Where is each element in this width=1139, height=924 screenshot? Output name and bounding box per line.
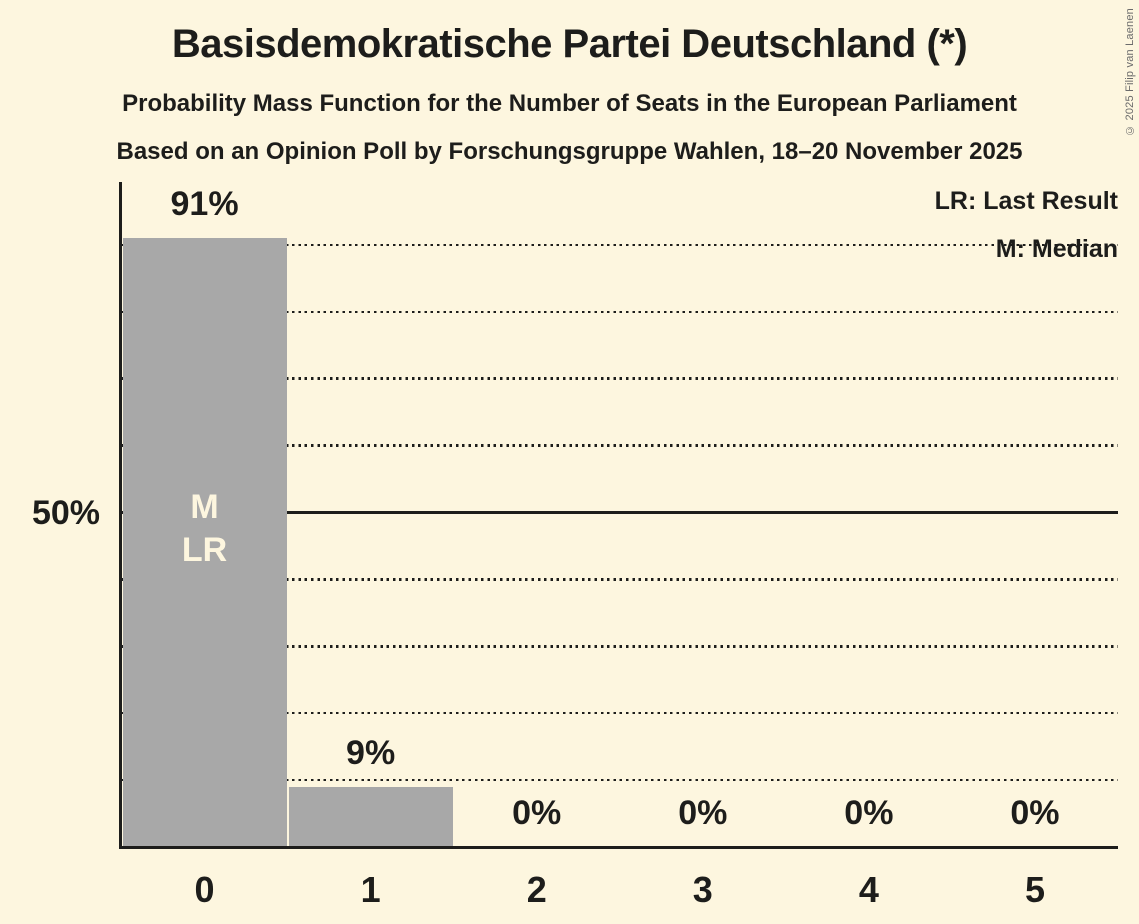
bar-value-label-0: 91% xyxy=(170,185,239,224)
chart-title: Basisdemokratische Partei Deutschland (*… xyxy=(171,22,968,66)
gridline-dotted-40 xyxy=(121,578,1118,581)
x-tick-label-4: 4 xyxy=(858,869,879,910)
x-tick-label-2: 2 xyxy=(526,869,547,910)
x-tick-label-5: 5 xyxy=(1024,869,1045,910)
gridline-dotted-20 xyxy=(121,711,1118,715)
gridline-dotted-80 xyxy=(121,310,1118,314)
median-last-result-marker: M LR xyxy=(125,486,285,572)
bar-0 xyxy=(122,238,287,847)
y-axis-line xyxy=(118,182,122,849)
gridline-solid-50 xyxy=(121,511,1118,514)
gridline-dotted-70 xyxy=(121,377,1118,380)
legend-last-result: LR: Last Result xyxy=(934,187,1118,215)
median-marker: M xyxy=(190,488,219,526)
y-axis-tick-label: 50% xyxy=(31,494,100,532)
chart-subtitle-1: Probability Mass Function for the Number… xyxy=(122,90,1017,117)
x-tick-label-1: 1 xyxy=(360,869,381,910)
x-tick-label-3: 3 xyxy=(692,869,713,910)
x-axis-line xyxy=(118,845,1118,849)
bar-1 xyxy=(288,786,453,847)
copyright-notice: © 2025 Filip van Laenen xyxy=(1124,8,1136,136)
bar-value-label-1: 9% xyxy=(346,733,396,772)
chart-subtitle-2: Based on an Opinion Poll by Forschungsgr… xyxy=(116,138,1023,165)
gridline-dotted-90 xyxy=(121,243,1118,247)
last-result-marker: LR xyxy=(181,531,228,569)
gridline-dotted-10 xyxy=(121,778,1118,782)
bar-value-label-2: 0% xyxy=(512,794,562,832)
bar-value-label-5: 0% xyxy=(1010,794,1060,832)
gridline-dotted-60 xyxy=(121,444,1118,447)
bar-value-label-4: 0% xyxy=(844,794,894,832)
x-tick-label-0: 0 xyxy=(194,869,215,910)
bar-value-label-3: 0% xyxy=(678,794,728,832)
gridline-dotted-30 xyxy=(121,645,1118,648)
legend-median: M: Median xyxy=(995,235,1118,263)
